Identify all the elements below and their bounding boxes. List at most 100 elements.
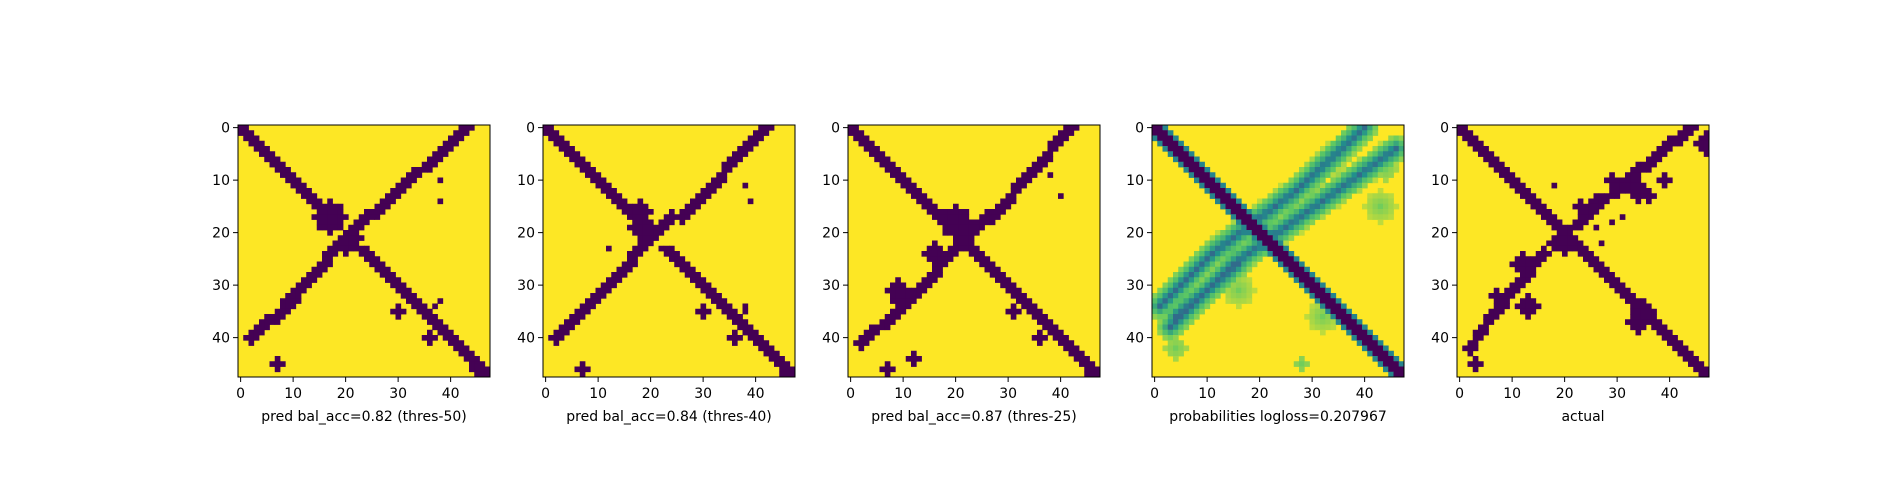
heatmap-cell bbox=[1535, 303, 1542, 310]
heatmap-cell bbox=[1178, 272, 1184, 278]
heatmap-cell bbox=[379, 261, 386, 268]
heatmap-cell bbox=[1278, 235, 1284, 241]
heatmap-cell bbox=[1288, 182, 1295, 189]
heatmap-cell bbox=[1183, 293, 1190, 299]
heatmap-cell bbox=[301, 188, 307, 194]
heatmap-cell bbox=[1372, 151, 1379, 157]
heatmap-cell bbox=[1267, 203, 1274, 210]
heatmap-cell bbox=[869, 329, 875, 336]
heatmap-cell bbox=[1562, 245, 1568, 252]
heatmap-cell bbox=[1320, 214, 1326, 220]
heatmap-cell bbox=[1042, 335, 1048, 341]
heatmap-cell bbox=[337, 209, 344, 215]
heatmap-cell bbox=[1188, 167, 1195, 173]
y-tick-label: 40 bbox=[1126, 331, 1144, 347]
heatmap-cell bbox=[337, 214, 344, 220]
heatmap-cell bbox=[1178, 350, 1184, 357]
heatmap-cell bbox=[1372, 125, 1379, 131]
heatmap-cell bbox=[984, 256, 991, 262]
heatmap-cells bbox=[1152, 125, 1405, 378]
heatmap-cell bbox=[695, 277, 701, 283]
heatmap-cell bbox=[1283, 235, 1289, 241]
heatmap-cell bbox=[1209, 251, 1216, 257]
heatmap-cell bbox=[395, 303, 402, 310]
heatmap-cell bbox=[1047, 151, 1054, 157]
heatmap-cell bbox=[1372, 203, 1379, 210]
heatmap-cell bbox=[979, 261, 985, 268]
heatmap-cell bbox=[1514, 182, 1521, 189]
heatmap-cell bbox=[1215, 198, 1221, 205]
heatmap-cell bbox=[406, 172, 412, 178]
heatmap-cell bbox=[1058, 135, 1064, 142]
heatmap-cell bbox=[879, 319, 886, 325]
heatmap-cell bbox=[1335, 156, 1342, 163]
heatmap-cell bbox=[1377, 203, 1384, 210]
heatmap-cell bbox=[290, 182, 297, 189]
heatmap-cell bbox=[1398, 371, 1405, 378]
heatmap-cell bbox=[1089, 361, 1096, 367]
x-tick-label: 30 bbox=[694, 386, 712, 402]
heatmap-cell bbox=[732, 308, 738, 315]
x-tick-label: 40 bbox=[1661, 386, 1679, 402]
heatmap-cell bbox=[1173, 298, 1179, 304]
heatmap-cell bbox=[1314, 277, 1321, 283]
heatmap-cell bbox=[1167, 308, 1174, 315]
heatmap-cell bbox=[1225, 251, 1232, 257]
heatmap-cell bbox=[1356, 182, 1363, 189]
heatmap-cell bbox=[874, 156, 880, 163]
heatmap-cell bbox=[411, 298, 417, 304]
heatmap-cell bbox=[1351, 314, 1358, 320]
heatmap-cell bbox=[1325, 324, 1331, 331]
heatmap-cell bbox=[1304, 188, 1310, 194]
heatmap-cell bbox=[343, 214, 349, 220]
heatmap-cell bbox=[1325, 172, 1331, 178]
heatmap-cell bbox=[379, 272, 386, 278]
heatmap-cell bbox=[1283, 240, 1289, 247]
heatmap-cell bbox=[432, 314, 438, 320]
heatmap-cell bbox=[663, 214, 670, 220]
heatmap-cell bbox=[1593, 203, 1600, 210]
heatmap-cell bbox=[1199, 308, 1205, 315]
heatmap-cell bbox=[1314, 319, 1321, 325]
heatmap-cell bbox=[732, 329, 738, 336]
heatmap-cell bbox=[437, 198, 444, 205]
heatmap-cell bbox=[1525, 303, 1531, 310]
heatmap-cell bbox=[1026, 177, 1033, 184]
heatmap-cell bbox=[453, 130, 459, 136]
heatmap-cell bbox=[369, 209, 375, 215]
heatmap-cell bbox=[1388, 146, 1394, 152]
heatmap-cell bbox=[1188, 272, 1195, 278]
heatmap-cell bbox=[1230, 224, 1237, 231]
heatmap-cell bbox=[269, 161, 276, 168]
heatmap-cell bbox=[1588, 251, 1594, 257]
heatmap-cell bbox=[1047, 319, 1054, 325]
heatmap-cell bbox=[1157, 314, 1163, 320]
heatmap-cell bbox=[648, 219, 654, 226]
heatmap-cell bbox=[1167, 303, 1174, 310]
heatmap-cell bbox=[1225, 298, 1232, 304]
heatmap-cell bbox=[1314, 167, 1321, 173]
heatmap-cell bbox=[1278, 230, 1284, 236]
heatmap-cell bbox=[1293, 230, 1300, 236]
heatmap-cell bbox=[705, 308, 712, 315]
heatmap-cell bbox=[1593, 224, 1600, 231]
heatmap-cell bbox=[1246, 287, 1253, 294]
heatmap-cell bbox=[1278, 240, 1284, 247]
heatmap-cell bbox=[1330, 298, 1337, 304]
heatmap-cell bbox=[848, 125, 854, 131]
heatmap-cell bbox=[1262, 224, 1268, 231]
heatmap-cell bbox=[1037, 167, 1043, 173]
heatmap-cell bbox=[1320, 324, 1326, 331]
heatmap-cell bbox=[989, 266, 996, 273]
heatmap-cell bbox=[1457, 130, 1463, 136]
heatmap-cell bbox=[1031, 172, 1038, 178]
heatmap-cell bbox=[1262, 214, 1268, 220]
heatmap-cell bbox=[1630, 298, 1636, 304]
heatmap-cell bbox=[1173, 272, 1179, 278]
heatmap-cell bbox=[1283, 209, 1289, 215]
heatmap-cell bbox=[1272, 235, 1279, 241]
heatmap-cell bbox=[1225, 230, 1232, 236]
heatmap-cell bbox=[995, 203, 1001, 210]
heatmap-cell bbox=[921, 277, 928, 283]
